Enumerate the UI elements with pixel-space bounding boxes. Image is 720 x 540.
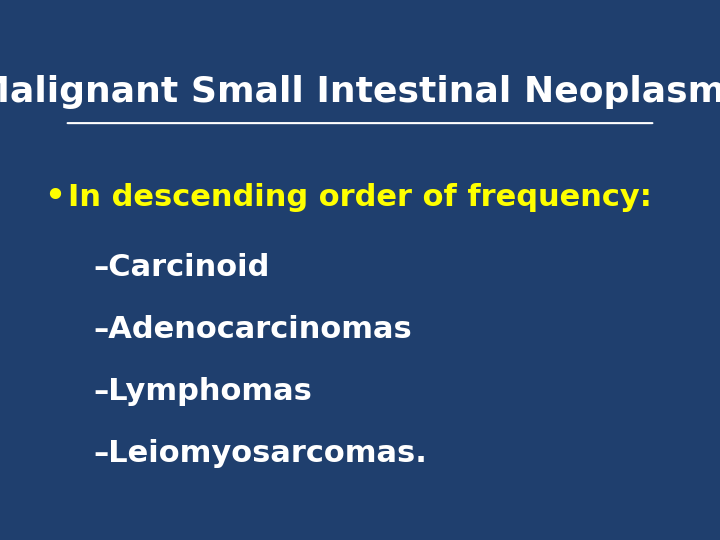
Text: –Leiomyosarcomas.: –Leiomyosarcomas. (94, 439, 428, 468)
Text: Malignant Small Intestinal Neoplasms: Malignant Small Intestinal Neoplasms (0, 75, 720, 109)
Text: –Adenocarcinomas: –Adenocarcinomas (94, 315, 413, 344)
Text: –Lymphomas: –Lymphomas (94, 377, 312, 406)
Text: •: • (43, 178, 66, 216)
Text: –Carcinoid: –Carcinoid (94, 253, 270, 282)
Text: In descending order of frequency:: In descending order of frequency: (68, 183, 652, 212)
